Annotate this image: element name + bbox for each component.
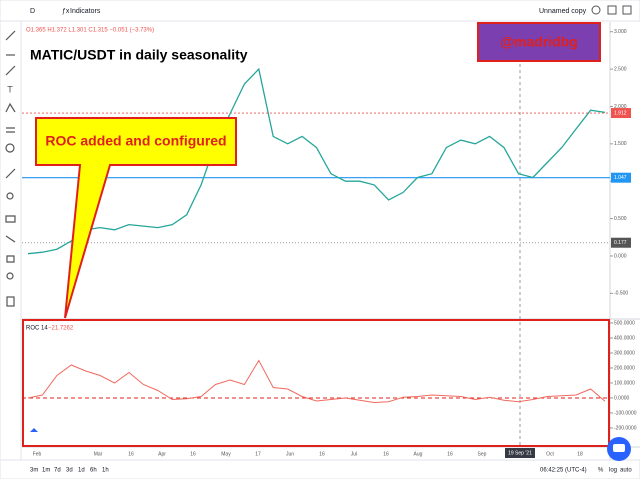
callout-text: ROC added and configured <box>45 133 226 149</box>
roc-last-value: −21.7262 <box>48 326 74 332</box>
price-label-box <box>611 172 631 183</box>
time-label: Aug <box>414 451 423 457</box>
chat-icon <box>613 444 625 452</box>
time-label: Apr <box>158 451 166 457</box>
clock: 06:42:25 (UTC-4) <box>540 468 587 474</box>
annotation-title: MATIC/USDT in daily seasonality <box>30 47 248 63</box>
svg-text:T: T <box>7 84 13 94</box>
price-tick-label: 3.000 <box>614 29 627 35</box>
price-tick-label: 0.000 <box>614 253 627 259</box>
range-button[interactable]: 3d <box>66 468 73 474</box>
price-tick-label: -0.500 <box>614 291 628 297</box>
scale-option[interactable]: log <box>609 468 617 474</box>
time-label: Sep <box>478 451 487 457</box>
drawing-tools[interactable]: T <box>5 30 16 307</box>
roc-line <box>27 359 606 404</box>
roc-tick-label: -100.0000 <box>614 410 637 416</box>
scale-option[interactable]: auto <box>620 468 632 474</box>
roc-tick-label: 100.0000 <box>614 380 635 386</box>
time-label: 16 <box>128 451 134 457</box>
callout-box <box>35 117 237 319</box>
time-label: 18 <box>577 451 583 457</box>
scale-option[interactable]: % <box>598 468 604 474</box>
price-tick-label: 0.500 <box>614 216 627 222</box>
crosshair-date-box <box>505 448 535 458</box>
roc-highlight <box>22 319 610 447</box>
watermark: @madridbg <box>500 34 577 50</box>
price-line <box>27 67 606 255</box>
price-label: 1.912 <box>614 110 627 116</box>
roc-tick-label: 300.0000 <box>614 350 635 356</box>
time-label: Jun <box>286 451 294 457</box>
range-button[interactable]: 6h <box>90 468 97 474</box>
time-label: 17 <box>255 451 261 457</box>
time-label: 16 <box>319 451 325 457</box>
fullscreen-icon[interactable] <box>607 5 617 15</box>
price-tick-label: 1.500 <box>614 141 627 147</box>
roc-tick-label: -200.0000 <box>614 425 637 431</box>
range-button[interactable]: 7d <box>54 468 61 474</box>
roc-tick-label: 400.0000 <box>614 335 635 341</box>
roc-legend: ROC 14 <box>26 326 48 332</box>
interval-button[interactable]: D <box>30 8 35 15</box>
time-label: 16 <box>190 451 196 457</box>
price-label: 1.047 <box>614 175 627 181</box>
price-label-box <box>611 237 631 248</box>
settings-icon[interactable] <box>591 5 601 15</box>
layout-name[interactable]: Unnamed copy <box>539 8 587 15</box>
indicators-icon: ƒx <box>62 8 70 15</box>
time-label: Mar <box>94 451 103 457</box>
bottom-bar <box>0 459 640 479</box>
roc-tick-label: 200.0000 <box>614 365 635 371</box>
crosshair-date: 19 Sep '21 <box>508 450 532 456</box>
price-pane <box>22 22 610 318</box>
range-button[interactable]: 3m <box>30 468 38 474</box>
indicators-button[interactable]: Indicators <box>70 8 101 15</box>
price-label: 0.177 <box>614 240 627 246</box>
tv-logo <box>30 428 38 432</box>
watermark-box <box>477 22 601 62</box>
range-button[interactable]: 1h <box>102 468 109 474</box>
time-label: Oct <box>546 451 554 457</box>
time-label: 16 <box>383 451 389 457</box>
ohlc-legend: O1.365 H1.372 L1.301 C1.315 −0.051 (−3.7… <box>26 28 154 34</box>
price-label-box <box>611 108 631 119</box>
time-label: Jul <box>351 451 357 457</box>
time-label: 16 <box>447 451 453 457</box>
range-button[interactable]: 1d <box>78 468 85 474</box>
price-tick-label: 2.000 <box>614 104 627 110</box>
time-label: May <box>221 451 231 457</box>
range-button[interactable]: 1m <box>42 468 50 474</box>
roc-tick-label: 0.0000 <box>614 395 630 401</box>
time-label: Feb <box>33 451 42 457</box>
top-bar <box>0 0 640 22</box>
roc-tick-label: 500.0000 <box>614 320 635 326</box>
price-tick-label: 2.500 <box>614 66 627 72</box>
snapshot-icon[interactable] <box>622 5 632 15</box>
